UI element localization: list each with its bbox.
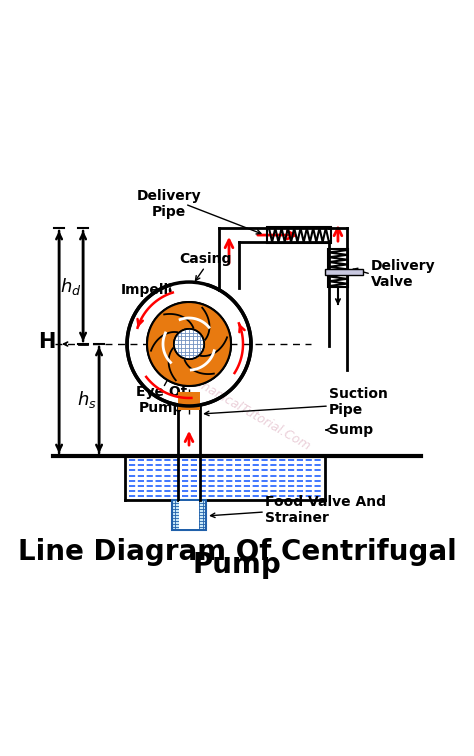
Bar <box>328 249 348 287</box>
Circle shape <box>174 329 204 359</box>
Text: Casing: Casing <box>179 252 231 266</box>
Text: Delivery
Pipe: Delivery Pipe <box>137 189 201 219</box>
Text: Pump: Pump <box>192 551 282 579</box>
Text: $h_d$: $h_d$ <box>60 275 82 296</box>
Text: Delivery
Valve: Delivery Valve <box>371 259 436 289</box>
Circle shape <box>147 302 231 386</box>
Bar <box>172 500 206 530</box>
Circle shape <box>147 302 231 386</box>
Text: MechanicalTutorial.Com: MechanicalTutorial.Com <box>177 367 313 453</box>
Bar <box>267 227 331 243</box>
Text: Food Valve And
Strainer: Food Valve And Strainer <box>265 495 386 525</box>
Text: H: H <box>38 332 56 352</box>
Bar <box>325 269 363 275</box>
Text: Sump: Sump <box>329 423 373 437</box>
Bar <box>179 500 200 529</box>
Text: $h_s$: $h_s$ <box>77 389 97 411</box>
Text: Impeller: Impeller <box>120 283 185 297</box>
Text: Suction
Pipe: Suction Pipe <box>329 387 388 417</box>
Bar <box>178 392 200 410</box>
Wedge shape <box>170 281 209 344</box>
Text: Eye Of
Pump: Eye Of Pump <box>136 385 186 415</box>
Text: Line Diagram Of Centrifugal: Line Diagram Of Centrifugal <box>18 538 456 566</box>
